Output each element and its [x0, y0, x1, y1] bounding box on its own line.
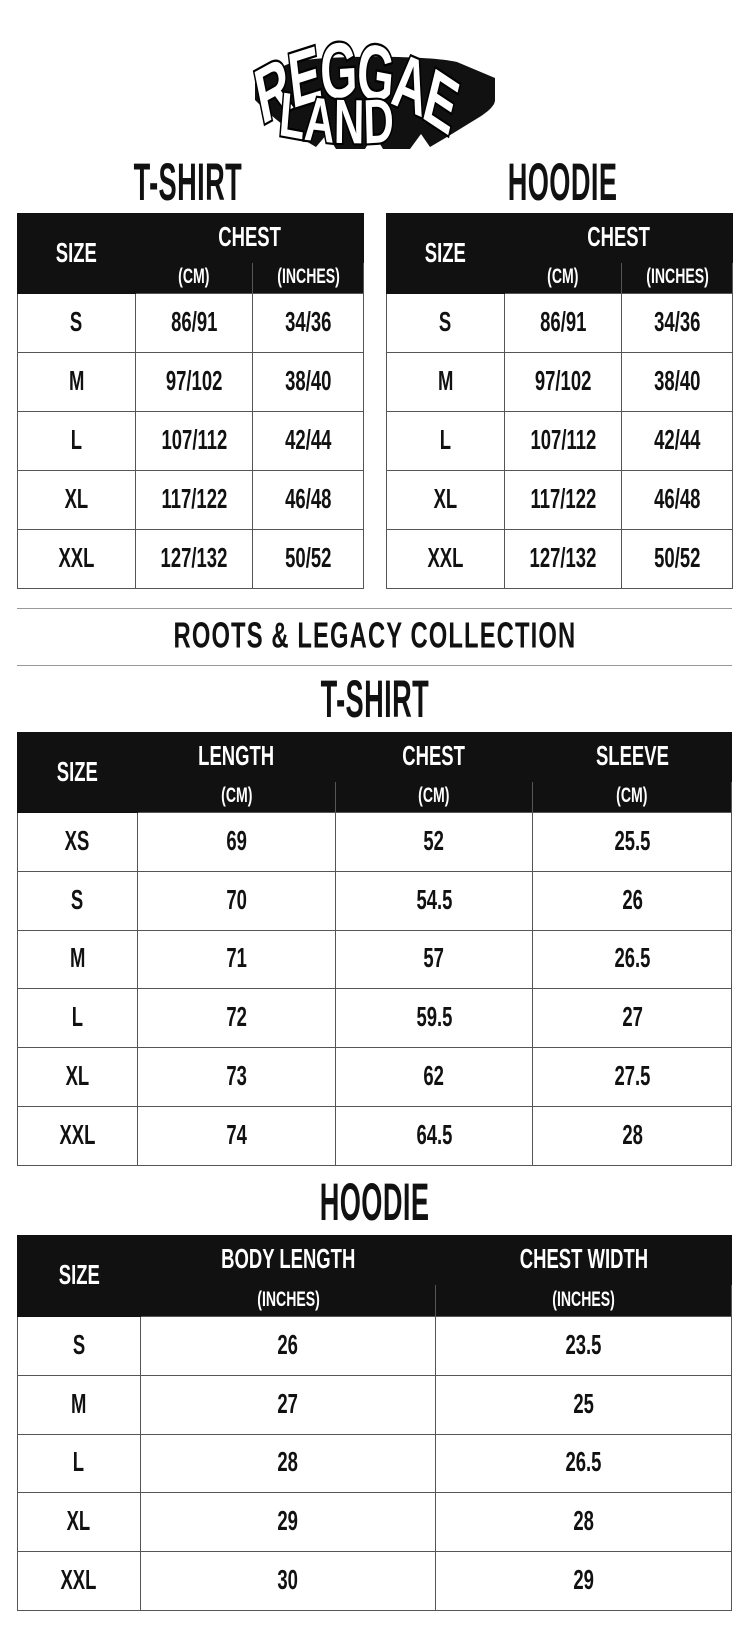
svg-text:LAND: LAND — [277, 80, 395, 157]
